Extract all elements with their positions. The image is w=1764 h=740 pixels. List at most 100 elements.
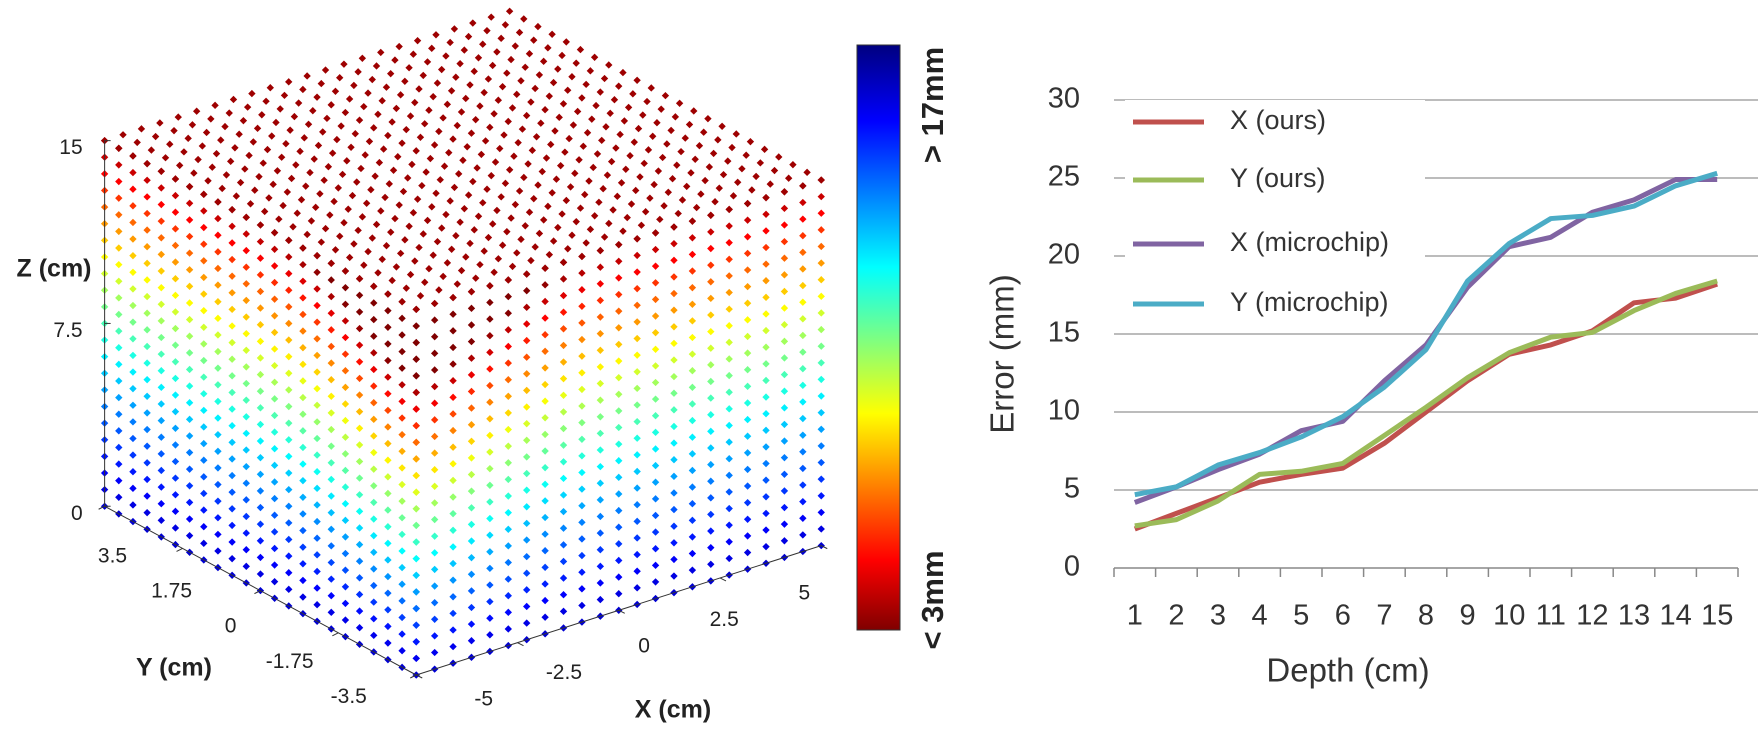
- point-cloud-dot: [129, 384, 137, 393]
- point-cloud-dot: [374, 110, 382, 118]
- point-cloud-dot: [185, 515, 194, 523]
- point-cloud-dot: [171, 175, 180, 183]
- point-cloud-dot: [313, 567, 321, 576]
- point-cloud-dot: [593, 150, 602, 158]
- y-tick-label: 1.75: [151, 580, 192, 603]
- point-cloud-dot: [185, 199, 194, 207]
- point-cloud-dot: [530, 194, 538, 203]
- point-cloud-dot: [270, 295, 279, 303]
- y-tick-label: -3.5: [331, 685, 367, 708]
- point-cloud-dot: [707, 560, 715, 568]
- point-cloud-dot: [351, 130, 359, 138]
- point-cloud-dot: [559, 341, 568, 350]
- point-cloud-dot: [270, 445, 279, 453]
- point-cloud-dot: [762, 476, 770, 484]
- point-cloud-dot: [596, 413, 605, 421]
- point-cloud-dot: [449, 626, 457, 634]
- point-cloud-dot: [412, 654, 420, 663]
- point-cloud-dot: [467, 504, 476, 512]
- point-cloud-dot: [463, 143, 471, 151]
- point-cloud-dot: [651, 295, 660, 304]
- point-cloud-dot: [688, 549, 697, 558]
- point-cloud-dot: [336, 232, 344, 240]
- point-cloud-dot: [573, 107, 582, 116]
- point-cloud-dot: [477, 150, 486, 159]
- point-cloud-dot: [355, 491, 364, 499]
- point-cloud-dot: [504, 492, 512, 500]
- point-cloud-dot: [559, 557, 568, 566]
- point-cloud-dot: [491, 158, 500, 166]
- point-cloud-dot: [327, 459, 335, 467]
- point-cloud-dot: [515, 187, 524, 195]
- point-cloud-dot: [355, 391, 364, 399]
- point-cloud-dot: [656, 215, 664, 224]
- point-cloud-dot: [222, 171, 231, 179]
- point-cloud-dot: [634, 124, 643, 133]
- point-cloud-dot: [688, 400, 697, 408]
- point-cloud-dot: [780, 304, 789, 312]
- point-cloud-dot: [364, 89, 372, 97]
- point-cloud-dot: [355, 116, 364, 124]
- x-tick-label: 14: [1659, 600, 1691, 632]
- point-cloud: [100, 7, 825, 679]
- point-cloud-dot: [341, 283, 350, 292]
- point-cloud-dot: [762, 376, 770, 385]
- point-cloud-dot: [471, 115, 480, 124]
- point-cloud-dot: [171, 374, 180, 383]
- point-cloud-dot: [500, 131, 508, 139]
- point-cloud-dot: [143, 176, 151, 184]
- point-cloud-dot: [762, 459, 770, 468]
- point-cloud-dot: [419, 71, 427, 80]
- legend-label: X (microchip): [1230, 227, 1389, 257]
- point-cloud-dot: [285, 336, 293, 344]
- x-tick-label: 2.5: [710, 608, 739, 631]
- point-cloud-dot: [256, 520, 265, 528]
- point-cloud-dot: [490, 268, 498, 276]
- point-cloud-dot: [428, 44, 436, 53]
- point-cloud-dot: [600, 74, 609, 83]
- point-cloud-dot: [559, 374, 568, 383]
- point-cloud-dot: [285, 585, 293, 594]
- point-cloud-dot: [232, 192, 241, 200]
- point-cloud-dot: [129, 451, 137, 459]
- point-cloud-dot: [306, 168, 314, 177]
- point-cloud-dot: [657, 105, 665, 113]
- point-cloud-dot: [670, 472, 678, 481]
- point-cloud-dot: [780, 453, 789, 462]
- point-cloud-dot: [347, 143, 355, 151]
- point-cloud-dot: [327, 608, 335, 617]
- point-cloud-dot: [596, 529, 605, 537]
- point-cloud-dot: [435, 286, 443, 294]
- point-cloud-dot: [530, 36, 538, 44]
- point-cloud-dot: [242, 329, 250, 338]
- point-cloud-dot: [225, 109, 233, 117]
- point-cloud-dot: [523, 370, 531, 378]
- point-cloud-dot: [200, 456, 208, 464]
- point-cloud-dot: [412, 405, 420, 413]
- point-cloud-dot: [582, 80, 590, 89]
- point-cloud-dot: [377, 48, 385, 57]
- point-cloud-dot: [724, 157, 732, 165]
- x-tick-label: 10: [1493, 600, 1525, 632]
- point-cloud-dot: [670, 555, 678, 564]
- point-cloud-dot: [299, 327, 307, 335]
- point-cloud-dot: [486, 282, 494, 290]
- point-cloud-dot: [157, 250, 165, 259]
- point-cloud-dot: [472, 274, 480, 282]
- point-cloud-dot: [467, 354, 476, 362]
- point-cloud-dot: [432, 31, 440, 39]
- point-cloud-dot: [355, 507, 364, 516]
- point-cloud-dot: [572, 217, 580, 226]
- point-cloud-dot: [228, 521, 236, 530]
- point-cloud-dot: [185, 182, 194, 191]
- point-cloud-dot: [341, 549, 350, 558]
- point-cloud-dot: [171, 457, 180, 466]
- point-cloud-dot: [398, 397, 406, 406]
- point-cloud-dot: [285, 469, 293, 477]
- point-cloud-dot: [115, 144, 123, 152]
- point-cloud-dot: [707, 377, 715, 386]
- point-cloud-dot: [508, 262, 517, 271]
- point-cloud-dot: [688, 283, 697, 292]
- point-cloud-dot: [327, 542, 335, 550]
- point-cloud-dot: [551, 127, 559, 135]
